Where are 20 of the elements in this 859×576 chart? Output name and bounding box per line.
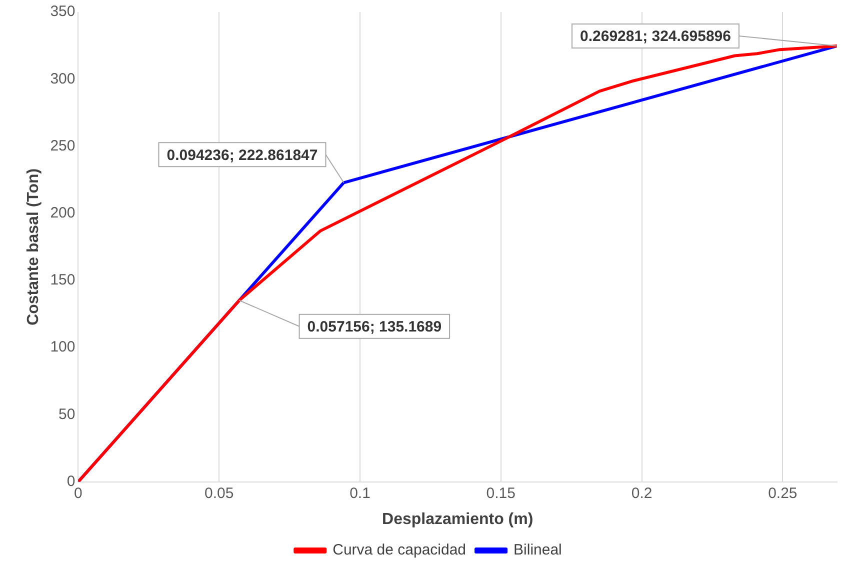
- y-tick-label: 100: [50, 338, 76, 356]
- y-tick-label: 200: [50, 204, 76, 222]
- annotation: 0.269281; 324.695896: [580, 28, 731, 46]
- x-tick-label: 0.15: [486, 484, 516, 502]
- annotation: 0.094236; 222.861847: [166, 146, 318, 164]
- x-tick-label: 0.2: [631, 484, 652, 502]
- x-tick-label: 0.25: [768, 484, 798, 502]
- legend-label: Curva de capacidad: [332, 542, 466, 559]
- y-tick-label: 150: [50, 272, 76, 289]
- y-tick-label: 350: [50, 3, 76, 20]
- x-tick-label: 0.1: [350, 484, 370, 502]
- y-axis-title: Costante basal (Ton): [25, 168, 42, 326]
- x-tick-label: 0.05: [204, 484, 234, 502]
- annotation: 0.057156; 135.1689: [307, 318, 442, 336]
- legend-label: Bilineal: [514, 542, 562, 559]
- y-tick-label: 300: [50, 70, 76, 88]
- y-tick-label: 250: [50, 137, 76, 154]
- y-tick-label: 0: [66, 472, 76, 490]
- x-axis-title: Desplazamiento (m): [382, 510, 534, 528]
- y-tick-label: 50: [58, 406, 76, 423]
